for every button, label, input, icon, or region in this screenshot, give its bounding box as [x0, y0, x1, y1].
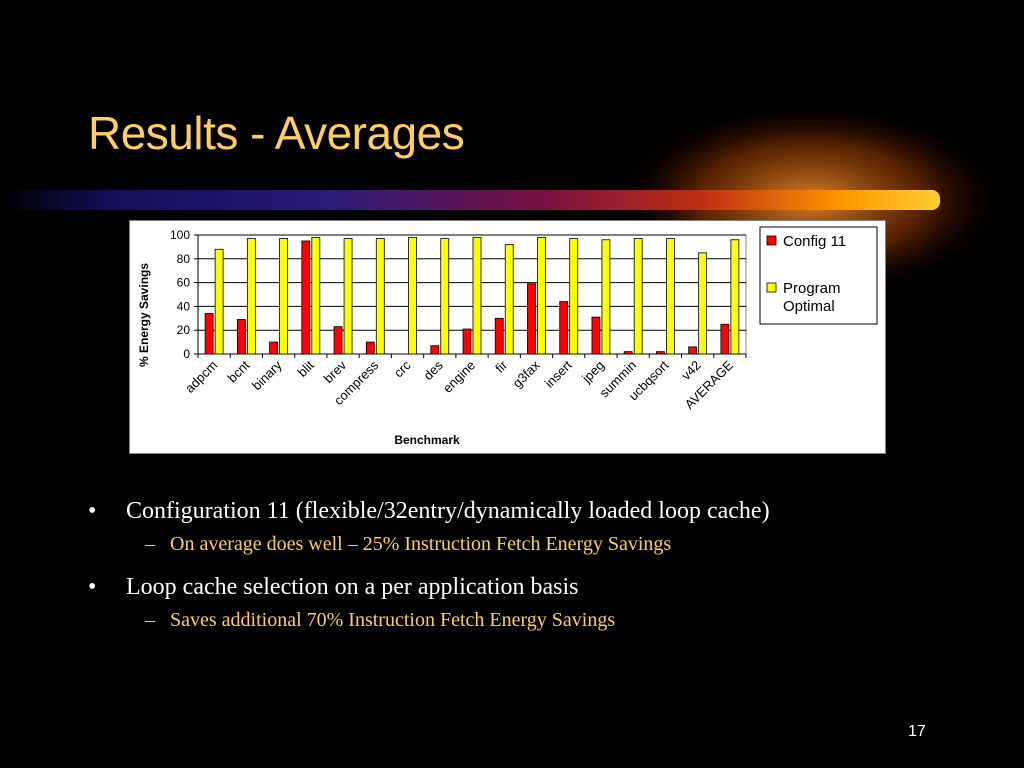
y-tick-label: 20: [177, 323, 191, 337]
legend-swatch-optimal: [766, 282, 777, 293]
bar-optimal-jpeg: [601, 239, 611, 355]
legend: [759, 226, 878, 325]
bar-optimal-bcnt: [246, 238, 256, 355]
y-tick-label: 40: [177, 299, 191, 313]
sub-bullet-1-text: On average does well – 25% Instruction F…: [170, 533, 672, 555]
bar-optimal-ucbqsort: [666, 238, 675, 355]
bar-config11-engine: [462, 328, 472, 355]
bullet-1: • Configuration 11 (flexible/32entry/dyn…: [88, 498, 770, 525]
bar-config11-insert: [559, 301, 569, 355]
sub-bullet-glyph: –: [145, 533, 155, 555]
y-axis-label: % Energy Savings: [137, 263, 151, 367]
chart-panel: 0 20 40 60 80 100 adpcm bcnt binary blit brev compr…: [129, 220, 886, 454]
x-tick-label-bcnt: bcnt: [224, 357, 252, 385]
bar-config11-adpcm: [204, 313, 214, 355]
x-tick-label-engine: engine: [440, 358, 478, 396]
x-tick-label-brev: brev: [321, 357, 350, 386]
sub-bullet-1: – On average does well – 25% Instruction…: [88, 533, 770, 556]
y-tick-label: 80: [177, 252, 191, 266]
bar-config11-brev: [333, 326, 343, 355]
bar-optimal-v42: [698, 252, 708, 355]
x-tick-label-fir: fir: [492, 357, 511, 376]
bar-config11-blit: [301, 240, 311, 355]
x-tick-label-des: des: [420, 357, 446, 383]
bar-optimal-brev: [343, 238, 353, 355]
bar-config11-des: [430, 345, 440, 355]
bullet-1-text: Configuration 11 (flexible/32entry/dynam…: [126, 498, 770, 524]
slide-title: Results - Averages: [88, 107, 465, 159]
bar-optimal-average: [730, 239, 740, 355]
legend-label-config11: Config 11: [783, 233, 846, 250]
y-tick-label: 100: [170, 228, 190, 242]
bar-config11-summin: [623, 351, 633, 355]
bar-config11-bcnt: [236, 319, 246, 355]
bar-optimal-g3fax: [537, 236, 546, 355]
page-number: 17: [908, 723, 926, 740]
sub-bullet-2-text: Saves additional 70% Instruction Fetch E…: [170, 609, 616, 631]
x-tick-label-v42: v42: [678, 358, 703, 383]
sub-bullet-glyph: –: [145, 609, 155, 631]
bar-optimal-insert: [569, 238, 579, 355]
x-tick-label-binary: binary: [249, 357, 285, 393]
bar-optimal-binary: [279, 238, 288, 355]
bar-optimal-fir: [504, 244, 514, 355]
y-tick-label: 0: [183, 347, 190, 361]
bar-config11-ucbqsort: [656, 351, 665, 355]
bar-optimal-engine: [472, 236, 482, 355]
x-axis-label: Benchmark: [394, 433, 460, 447]
bullet-2: • Loop cache selection on a per applicat…: [88, 574, 770, 601]
bar-config11-fir: [494, 317, 504, 355]
x-tick-label-adpcm: adpcm: [182, 358, 220, 396]
bar-optimal-crc: [408, 236, 417, 355]
bar-config11-jpeg: [591, 316, 601, 355]
bar-config11-g3fax: [527, 283, 536, 355]
bar-config11-compress: [365, 341, 375, 355]
bullet-2-text: Loop cache selection on a per applicatio…: [126, 574, 579, 600]
bullet-glyph: •: [88, 574, 97, 600]
bullet-glyph: •: [88, 498, 97, 524]
bullet-list: • Configuration 11 (flexible/32entry/dyn…: [88, 498, 770, 650]
bar-optimal-blit: [311, 236, 321, 355]
legend-swatch-config11: [766, 235, 777, 246]
bar-optimal-adpcm: [214, 248, 224, 355]
x-tick-label-jpeg: jpeg: [578, 358, 607, 387]
bar-optimal-compress: [375, 238, 385, 355]
plot-area: [197, 234, 747, 355]
legend-label-optimal: Program Optimal: [783, 280, 841, 315]
x-tick-label-crc: crc: [391, 357, 414, 380]
bar-config11-average: [720, 323, 730, 355]
bar-config11-binary: [269, 341, 278, 355]
x-tick-label-blit: blit: [295, 357, 318, 380]
y-tick-label: 60: [177, 276, 191, 290]
bar-optimal-des: [440, 238, 450, 355]
x-tick-label-g3fax: g3fax: [509, 357, 542, 390]
bar-optimal-summin: [633, 238, 643, 355]
x-tick-label-insert: insert: [542, 357, 575, 390]
sub-bullet-2: – Saves additional 70% Instruction Fetch…: [88, 609, 770, 632]
bar-config11-v42: [688, 346, 698, 355]
